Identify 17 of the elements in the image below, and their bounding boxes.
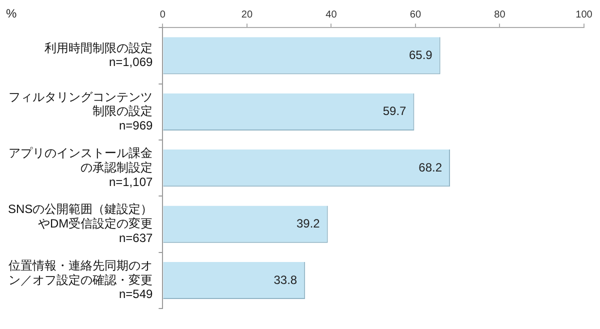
data-label: 65.9 xyxy=(408,48,433,62)
data-label: 59.7 xyxy=(382,104,407,118)
x-tick-label: 80 xyxy=(494,9,506,20)
data-label: 39.2 xyxy=(296,216,320,231)
data-label: 33.8 xyxy=(274,272,298,287)
y-tick-label: 利用時間制限の設定 n=1,069 xyxy=(44,40,153,70)
x-tick-label: 0 xyxy=(160,9,166,20)
y-tick-label: アプリのインストール課金の承認制設定 n=1,107 xyxy=(8,146,153,189)
x-axis-title: % xyxy=(6,6,17,20)
x-tick-label: 40 xyxy=(326,9,338,20)
x-tick-label: 20 xyxy=(241,9,253,20)
x-tick-label: 60 xyxy=(410,9,422,20)
data-label: 68.2 xyxy=(418,160,442,174)
y-tick-label: 位置情報・連絡先同期のオン／オフ設定の確認・変更 n=549 xyxy=(8,258,153,302)
x-tick-label: 100 xyxy=(576,9,593,20)
y-tick-label: フィルタリングコンテンツ制限の設定 n=969 xyxy=(8,90,153,133)
y-tick-label: SNSの公開範囲（鍵設定）やDM受信設定の変更 n=637 xyxy=(8,202,153,246)
